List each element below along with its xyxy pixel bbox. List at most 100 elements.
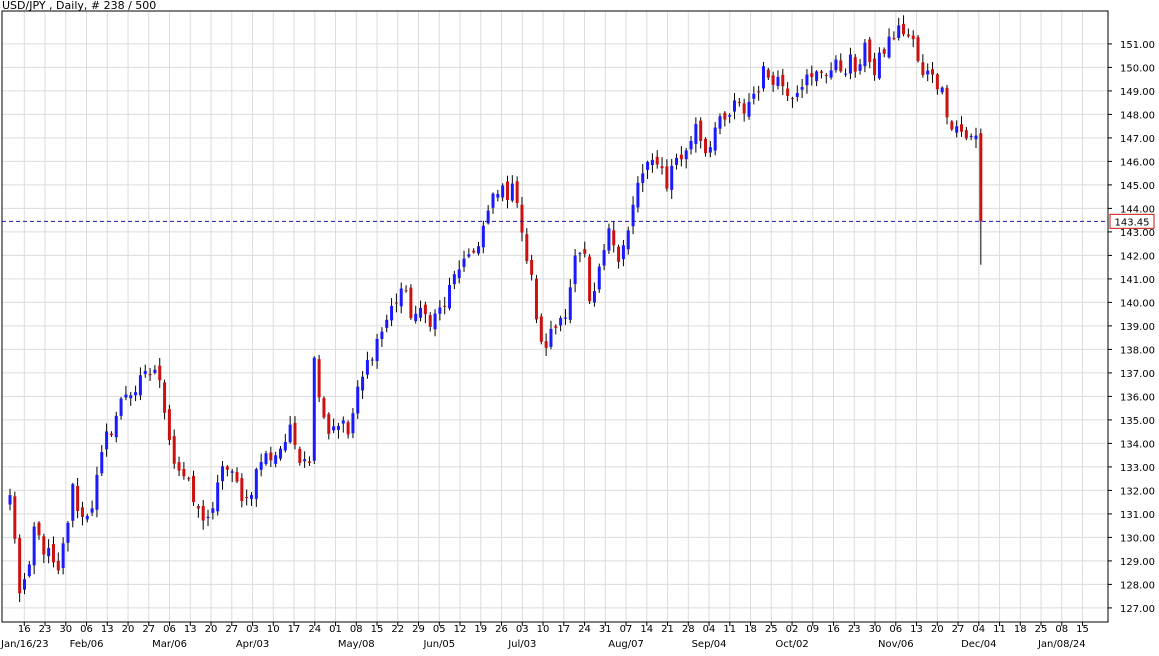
candle-down	[182, 469, 186, 477]
candle-down	[964, 130, 968, 139]
x-month-label: Sep/04	[692, 639, 727, 650]
x-tick-label: 08	[350, 624, 363, 635]
candle-up	[312, 357, 316, 461]
candle-down	[322, 398, 326, 418]
candle-down	[423, 304, 427, 315]
x-tick-label: 16	[827, 624, 840, 635]
y-tick-label: 138.00	[1120, 345, 1155, 356]
candle-up	[501, 185, 505, 198]
x-month-label: Aug/07	[608, 639, 644, 650]
candle-up	[607, 228, 611, 251]
candle-down	[177, 462, 181, 471]
candle-up	[510, 183, 514, 201]
candle-up	[380, 331, 384, 339]
plot-frame	[1, 10, 1109, 623]
candle-down	[892, 38, 896, 40]
x-tick-label: 21	[661, 624, 674, 635]
candle-up	[457, 269, 461, 279]
candle-down	[515, 181, 519, 204]
y-tick-label: 134.00	[1120, 439, 1155, 450]
candle-down	[945, 87, 949, 118]
candle-up	[940, 87, 944, 93]
candle-down	[18, 538, 22, 594]
candle-down	[839, 60, 843, 72]
candle-up	[752, 93, 756, 99]
candle-up	[124, 394, 128, 398]
candle-down	[921, 62, 925, 76]
y-tick-label: 130.00	[1120, 533, 1155, 544]
y-tick-label: 148.00	[1120, 110, 1155, 121]
x-tick-label: 18	[1014, 624, 1027, 635]
y-tick-label: 149.00	[1120, 87, 1155, 98]
candle-down	[612, 230, 616, 246]
x-tick-label: 31	[599, 624, 612, 635]
x-month-label: Apr/03	[236, 639, 269, 650]
x-tick-label: 10	[267, 624, 280, 635]
y-tick-label: 145.00	[1120, 181, 1155, 192]
candle-up	[844, 73, 848, 75]
x-tick-label: 11	[993, 624, 1006, 635]
candle-up	[278, 448, 282, 459]
candle-up	[438, 307, 442, 314]
candle-up	[877, 52, 881, 79]
candle-up	[863, 42, 867, 67]
y-tick-label: 139.00	[1120, 322, 1155, 333]
candle-up	[105, 431, 109, 450]
candle-up	[834, 59, 838, 71]
x-tick-label: 30	[869, 624, 882, 635]
y-tick-label: 136.00	[1120, 392, 1155, 403]
x-tick-label: 28	[682, 624, 695, 635]
candle-up	[250, 495, 253, 499]
candle-up	[805, 74, 809, 86]
candle-down	[317, 359, 321, 398]
candle-down	[187, 478, 191, 480]
candle-up	[356, 386, 360, 414]
candle-up	[650, 159, 654, 166]
candle-down	[534, 278, 538, 320]
candle-up	[486, 210, 490, 224]
candle-up	[134, 392, 138, 396]
candle-down	[757, 91, 761, 93]
x-tick-label: 20	[931, 624, 944, 635]
candle-down	[80, 507, 84, 517]
candle-up	[733, 100, 736, 112]
x-tick-label: 06	[889, 624, 902, 635]
candle-up	[32, 526, 36, 566]
x-tick-label: 23	[39, 624, 52, 635]
candle-up	[71, 484, 75, 521]
candle-down	[979, 133, 983, 222]
x-tick-label: 01	[329, 624, 342, 635]
x-tick-label: 02	[786, 624, 799, 635]
candle-down	[781, 74, 785, 87]
x-tick-label: 18	[744, 624, 757, 635]
candle-down	[790, 98, 794, 100]
candle-up	[926, 70, 930, 75]
x-tick-label: 17	[557, 624, 570, 635]
y-tick-label: 150.00	[1120, 63, 1155, 74]
x-tick-label: 13	[101, 624, 114, 635]
x-month-label: Jul/03	[507, 639, 536, 650]
x-tick-label: 09	[806, 624, 819, 635]
candle-up	[848, 54, 852, 74]
y-tick-label: 127.00	[1120, 604, 1155, 615]
candle-down	[960, 124, 964, 132]
candle-down	[771, 75, 775, 85]
candle-up	[747, 101, 751, 117]
candle-up	[496, 193, 500, 198]
candle-up	[414, 313, 418, 322]
candle-up	[713, 127, 717, 151]
candle-down	[539, 316, 543, 342]
candle-up	[399, 288, 403, 307]
candle-down	[868, 39, 872, 63]
candle-down	[443, 305, 447, 307]
candle-up	[689, 140, 693, 150]
candle-down	[819, 71, 823, 73]
candle-up	[974, 135, 978, 140]
candle-down	[704, 138, 708, 154]
candle-up	[626, 230, 630, 250]
x-tick-label: 22	[391, 624, 404, 635]
candle-up	[66, 522, 70, 543]
candle-up	[129, 395, 133, 399]
x-month-label: Mar/06	[152, 639, 187, 650]
